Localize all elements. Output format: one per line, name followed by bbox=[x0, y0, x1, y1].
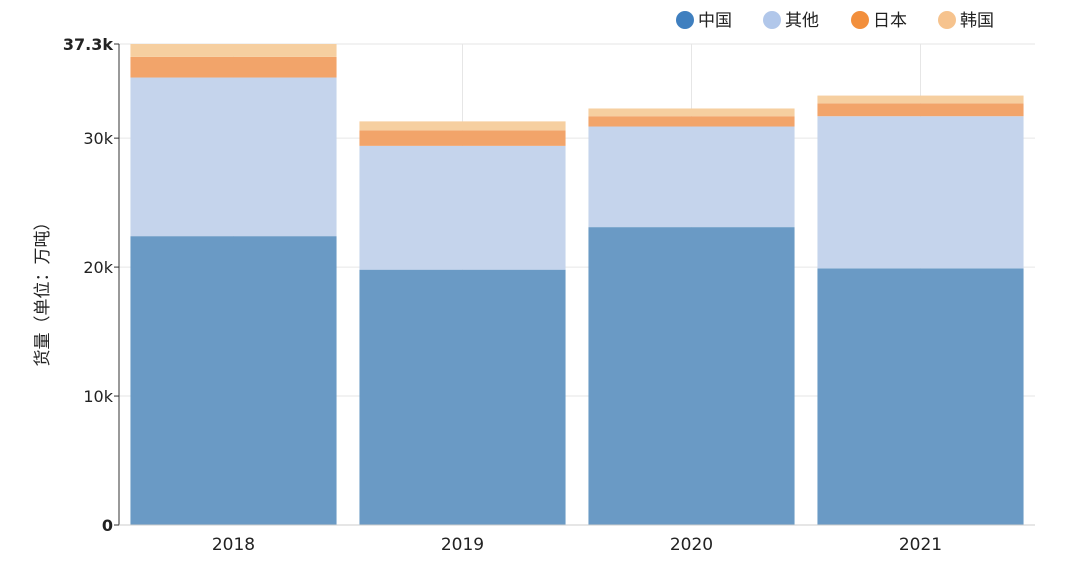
bar-segment-2018-2[interactable] bbox=[130, 56, 337, 78]
legend-swatch[interactable] bbox=[676, 11, 694, 29]
x-tick-label: 2021 bbox=[899, 535, 942, 555]
bar-segment-2019-2[interactable] bbox=[359, 130, 566, 146]
x-tick-label: 2018 bbox=[212, 535, 255, 555]
bar-segment-2019-3[interactable] bbox=[359, 121, 566, 131]
bar-segment-2021-2[interactable] bbox=[817, 103, 1024, 117]
y-tick-label: 20k bbox=[83, 258, 113, 277]
bars bbox=[130, 44, 1024, 525]
legend-swatch[interactable] bbox=[763, 11, 781, 29]
bar-segment-2020-3[interactable] bbox=[588, 108, 795, 117]
axes: 0 10k 20k 30k 37.3k 2018 2019 2020 2021 bbox=[63, 35, 1035, 555]
bar-segment-2020-1[interactable] bbox=[588, 126, 795, 228]
x-tick-label: 2020 bbox=[670, 535, 713, 555]
bar-segment-2020-0[interactable] bbox=[588, 227, 795, 525]
bar-segment-2021-3[interactable] bbox=[817, 95, 1024, 104]
bar-segment-2019-1[interactable] bbox=[359, 145, 566, 270]
bar-segment-2019-0[interactable] bbox=[359, 269, 566, 525]
y-tick-label: 10k bbox=[83, 387, 113, 406]
bar-segment-2021-0[interactable] bbox=[817, 268, 1024, 525]
legend-label[interactable]: 日本 bbox=[873, 11, 907, 31]
bar-segment-2018-1[interactable] bbox=[130, 77, 337, 237]
legend: 中国 其他 日本 韩国 bbox=[676, 11, 994, 31]
bar-segment-2020-2[interactable] bbox=[588, 116, 795, 127]
y-tick-label: 0 bbox=[102, 516, 113, 535]
y-tick-label: 30k bbox=[83, 129, 113, 148]
legend-label[interactable]: 中国 bbox=[698, 11, 732, 31]
x-tick-label: 2019 bbox=[441, 535, 484, 555]
legend-swatch[interactable] bbox=[851, 11, 869, 29]
bar-segment-2018-0[interactable] bbox=[130, 236, 337, 525]
legend-label[interactable]: 韩国 bbox=[960, 11, 994, 31]
bar-segment-2018-3[interactable] bbox=[130, 44, 337, 57]
y-tick-label: 37.3k bbox=[63, 35, 113, 54]
legend-label[interactable]: 其他 bbox=[785, 11, 819, 31]
y-axis-label: 货量（单位：万吨） bbox=[33, 214, 53, 367]
bar-segment-2021-1[interactable] bbox=[817, 116, 1024, 269]
legend-swatch[interactable] bbox=[938, 11, 956, 29]
